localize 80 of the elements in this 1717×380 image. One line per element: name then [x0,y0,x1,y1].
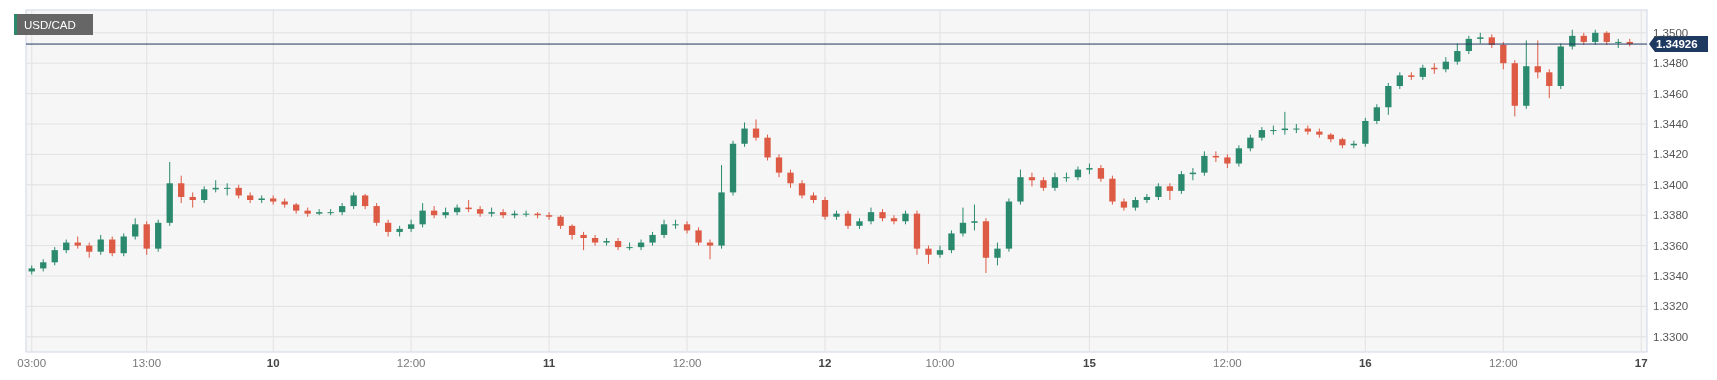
candlestick [132,217,139,241]
text: USD/CAD [24,19,76,31]
candlestick [178,175,185,204]
x-tick-label: 12:00 [1212,357,1242,369]
candlestick [1235,144,1243,168]
candlestick [224,182,231,196]
y-tick-label: 1.3300 [1653,330,1689,343]
candlestick [752,118,760,142]
candlestick [568,223,576,241]
y-tick-label: 1.3320 [1653,300,1689,313]
y-tick-label: 1.3500 [1653,26,1689,39]
candlestick [1201,150,1208,177]
x-tick-label: 10:00 [925,357,955,369]
candlestick [499,208,507,219]
candlestick [476,205,484,218]
candlestick [1362,117,1369,148]
candlestick [948,229,955,254]
candlestick [821,196,829,221]
candlestick [959,207,967,237]
y-tick-label: 1.3480 [1653,57,1689,70]
y-tick-label: 1.3360 [1653,239,1689,252]
candlestick [936,245,944,259]
candlestick [580,231,587,251]
candlestick [764,134,771,161]
y-tick-label: 1.3400 [1653,178,1689,191]
x-tick-label: 13:00 [132,357,162,369]
candlestick [1109,175,1116,206]
candlestick [798,179,806,199]
y-tick-label: 1.3460 [1653,87,1689,100]
x-tick-label: 15 [1083,357,1097,369]
x-tick-label: 12 [818,357,832,369]
ref-line-label: 1.34926 [1656,38,1698,51]
candlestick [1500,41,1507,70]
y-tick-label: 1.3340 [1653,270,1689,282]
x-tick-label: 17 [1634,357,1648,369]
x-tick-label: 10 [266,357,280,369]
candlestick [1120,197,1128,212]
candlestick [925,245,932,265]
candlestick [1534,39,1541,79]
candlestick [1178,170,1185,195]
candlestick [51,246,58,266]
candlestick [1166,182,1174,201]
candlestick [97,234,104,256]
candlestick [1546,68,1553,99]
candlestick [591,234,599,247]
x-tick-label: 12:00 [396,357,426,369]
candlestick [109,235,116,257]
candlestick [844,210,852,230]
candlestick [407,219,415,233]
candlestick [683,220,691,234]
candlestick [1454,42,1461,66]
candlestick [660,219,668,239]
candlestick [1143,193,1151,204]
candlestick [1385,82,1392,116]
candlestick [787,169,794,189]
candlestick [695,226,702,247]
candlestick [419,202,426,228]
y-tick-label: 1.3380 [1653,209,1689,222]
candlestick [1373,103,1380,125]
x-tick-label: 03:00 [17,357,47,369]
candlestick [1051,172,1059,192]
candlestick [1028,172,1036,187]
candlestick [614,237,622,251]
candlestick [373,202,380,227]
candlestick [971,204,978,231]
candlestick [775,153,783,178]
x-tick-label: 12:00 [672,357,702,369]
candlestick [522,210,530,218]
candlestick [120,232,127,257]
y-tick-label: 1.3440 [1653,118,1689,130]
candlestick [890,214,898,225]
x-tick-label: 16 [1358,357,1372,369]
x-tick-label: 11 [543,357,556,369]
y-tick-label: 1.3420 [1653,148,1689,161]
candlestick [994,242,1001,266]
candlestick [706,239,714,260]
candlestick [741,121,748,148]
x-tick-label: 12:00 [1488,357,1518,369]
candlestick [1304,125,1312,136]
candlestick [545,211,553,221]
